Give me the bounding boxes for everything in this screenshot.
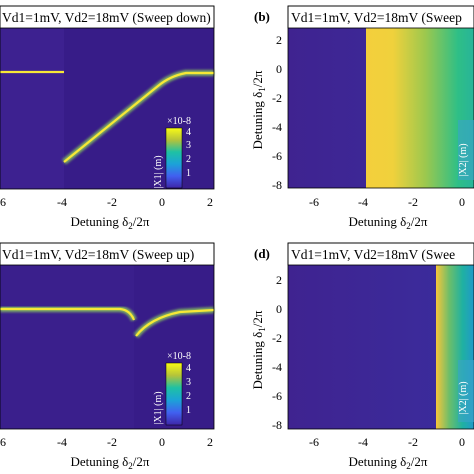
panel-d-label: (d) (254, 246, 270, 261)
panel-d-colorbar (458, 360, 474, 422)
panel-a-left-region (0, 6, 64, 189)
panel-b-label: (b) (254, 9, 270, 24)
x-tick: -2 (408, 435, 418, 449)
y-tick: 2 (276, 273, 282, 287)
panel-b-title: Vd1=1mV, Vd2=18mV (Sweep (291, 10, 462, 25)
colorbar-label: |X1| (m) (153, 155, 164, 188)
colorbar-tick: 2 (186, 154, 191, 165)
y-tick: -6 (272, 389, 282, 403)
panel-b-colorbar (458, 120, 474, 180)
panel-b-colorbar-label: |X2| (m) (458, 143, 469, 176)
y-tick: -6 (272, 149, 282, 163)
panel-a-xticks: 6 -4 -2 0 2 (0, 195, 213, 209)
x-tick: -2 (107, 195, 117, 209)
panel-c: Vd1=1mV, Vd2=18mV (Sweep up) 4 3 2 1 ×10… (0, 242, 215, 471)
colorbar-tick: 3 (186, 140, 191, 151)
x-tick: -6 (309, 435, 319, 449)
panel-d-ylabel: Detuning δ1/2π (250, 310, 267, 389)
panel-b: (b) Vd1=1mV, Vd2=18mV (Sweep |X2| (m) 2 … (250, 5, 474, 231)
y-tick: 0 (276, 62, 282, 76)
panel-c-title: Vd1=1mV, Vd2=18mV (Sweep up) (2, 247, 194, 262)
x-tick: 0 (159, 435, 165, 449)
panel-c-colorbar: 4 3 2 1 ×10-8 |X1| (m) (153, 351, 191, 426)
x-tick: -4 (57, 435, 67, 449)
x-tick: -2 (107, 435, 117, 449)
panel-a-title: Vd1=1mV, Vd2=18mV (Sweep down) (2, 10, 211, 25)
y-tick: -8 (272, 178, 282, 192)
panel-a-right-region (64, 28, 214, 189)
y-tick: -2 (272, 331, 282, 345)
panel-a: Vd1=1mV, Vd2=18mV (Sweep down) 4 3 2 1 ×… (0, 5, 215, 231)
colorbar-tick: 4 (186, 127, 191, 138)
y-tick: -8 (272, 418, 282, 432)
panel-c-xlabel: Detuning δ2/2π (71, 454, 150, 471)
colorbar-tick: 1 (186, 168, 191, 179)
panel-b-high-region (366, 28, 474, 188)
panel-b-yticks: 2 0 -2 -4 -6 -8 (272, 33, 282, 192)
x-tick: -2 (408, 195, 418, 209)
panel-a-ridge (0, 69, 214, 165)
panel-d-xlabel: Detuning δ2/2π (349, 454, 428, 471)
y-tick: -4 (272, 120, 282, 134)
panel-b-ylabel: Detuning δ1/2π (250, 70, 267, 149)
x-tick: -4 (358, 435, 368, 449)
x-tick: 2 (207, 435, 213, 449)
panel-d-colorbar-label: |X2| (m) (458, 381, 469, 414)
y-tick: 0 (276, 302, 282, 316)
colorbar-label: |X1| (m) (153, 391, 164, 424)
panel-d-xticks: -6 -4 -2 0 (309, 435, 465, 449)
x-tick: 0 (459, 195, 465, 209)
x-tick: -4 (358, 195, 368, 209)
panel-c-ridge (0, 306, 215, 338)
y-tick: -2 (272, 91, 282, 105)
x-tick: -6 (309, 195, 319, 209)
y-tick: -4 (272, 360, 282, 374)
panel-d-title: Vd1=1mV, Vd2=18mV (Swee (291, 247, 455, 262)
y-tick: 2 (276, 33, 282, 47)
x-tick: 0 (159, 195, 165, 209)
colorbar-exponent: ×10-8 (167, 116, 191, 127)
colorbar-tick: 4 (186, 363, 191, 374)
x-tick: 6 (0, 195, 6, 209)
x-tick: 0 (459, 435, 465, 449)
panel-b-xticks: -6 -4 -2 0 (309, 195, 465, 209)
panel-a-xlabel: Detuning δ2/2π (71, 214, 150, 231)
panel-d: (d) Vd1=1mV, Vd2=18mV (Swee |X2| (m) 2 0… (250, 242, 474, 471)
colorbar-exponent: ×10-8 (167, 351, 191, 362)
panel-d-yticks: 2 0 -2 -4 -6 -8 (272, 273, 282, 432)
panel-a-colorbar: 4 3 2 1 ×10-8 |X1| (m) (153, 116, 191, 189)
colorbar-tick: 2 (186, 391, 191, 402)
panel-b-xlabel: Detuning δ2/2π (349, 214, 428, 231)
colorbar-tick: 3 (186, 377, 191, 388)
x-tick: 2 (207, 195, 213, 209)
colorbar-tick: 1 (186, 405, 191, 416)
x-tick: -4 (57, 195, 67, 209)
panel-c-xticks: 6 -4 -2 0 2 (0, 435, 213, 449)
x-tick: 6 (0, 435, 6, 449)
